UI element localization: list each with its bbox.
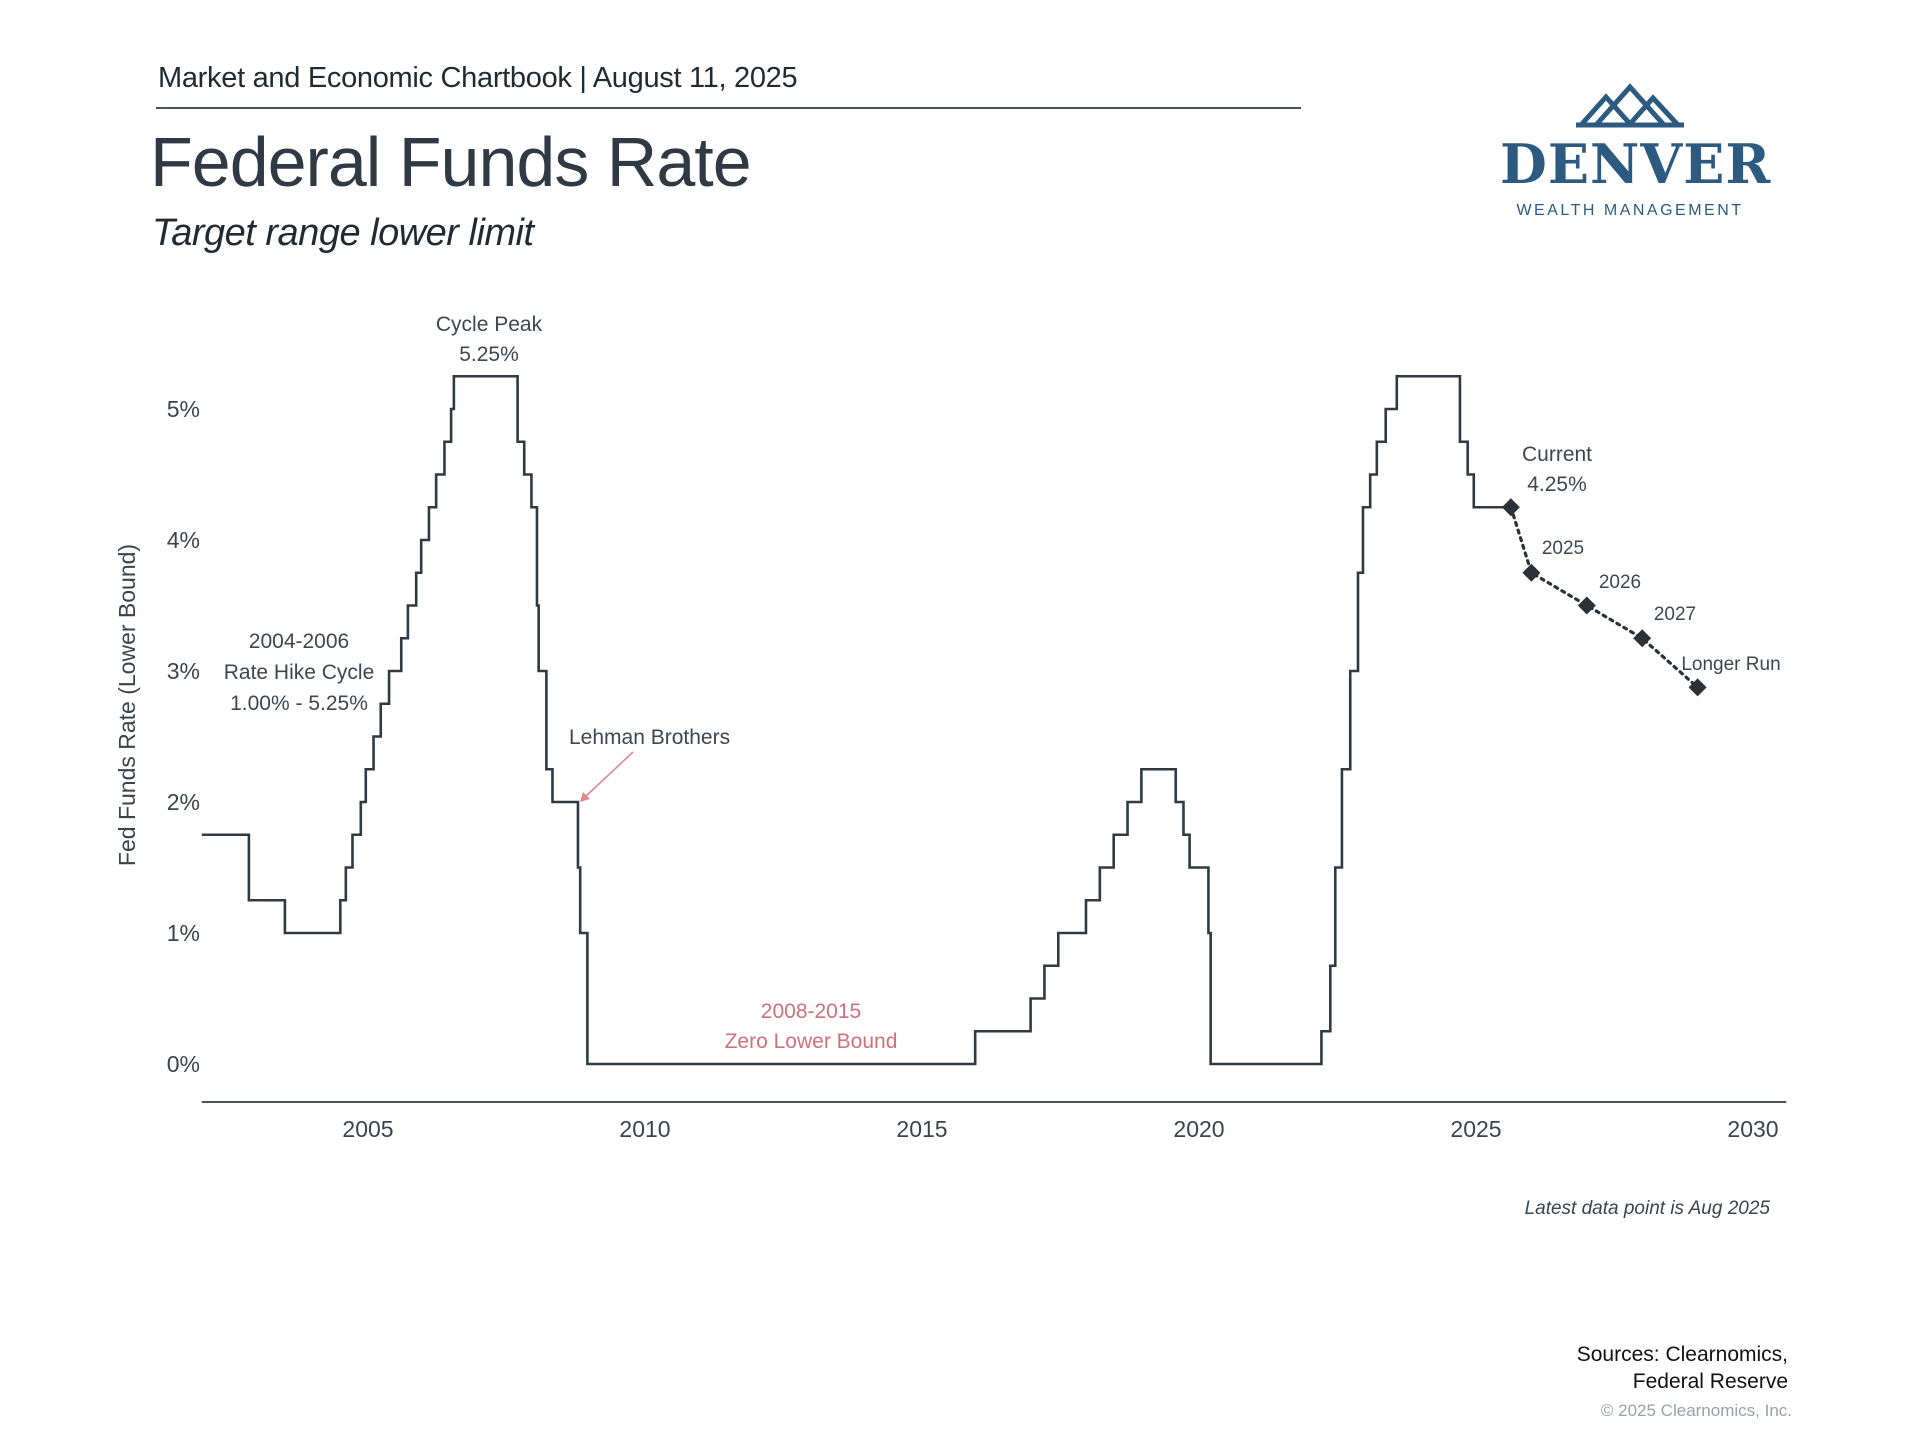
hike-cycle-label: Rate Hike Cycle	[224, 661, 375, 684]
y-tick-label: 2%	[167, 789, 200, 815]
y-axis-title: Fed Funds Rate (Lower Bound)	[114, 544, 140, 866]
y-tick-label: 3%	[167, 658, 200, 684]
projection-diamond-marker	[1688, 678, 1707, 697]
hike-cycle-years: 2004-2006	[249, 630, 349, 653]
lehman-arrowhead	[579, 792, 590, 802]
lehman-label: Lehman Brothers	[569, 726, 730, 749]
sources-text: Sources: Clearnomics, Federal Reserve	[1480, 1341, 1788, 1395]
hike-cycle-range: 1.00% - 5.25%	[230, 692, 368, 715]
sources-line-2: Federal Reserve	[1632, 1370, 1788, 1393]
copyright: © 2025 Clearnomics, Inc.	[1600, 1401, 1792, 1420]
cycle-peak-label: Cycle Peak	[436, 313, 543, 336]
x-tick-label: 2030	[1727, 1116, 1778, 1142]
sources-line-1: Sources: Clearnomics,	[1576, 1343, 1788, 1366]
lehman-arrow	[583, 751, 634, 799]
y-tick-label: 0%	[167, 1051, 200, 1077]
y-tick-label: 4%	[167, 527, 200, 553]
projection-diamond-marker	[1577, 596, 1596, 615]
denver-logo: DENVER WEALTH MANAGEMENT	[1500, 80, 1772, 230]
projection-label-2025: 2025	[1542, 538, 1584, 559]
projection-diamond-marker	[1633, 629, 1652, 648]
projection-label-2027: 2027	[1654, 604, 1696, 625]
projection-dotted-line	[1509, 505, 1700, 689]
y-axis-ticks: 0% 1% 2% 3% 4% 5%	[167, 396, 200, 1077]
x-tick-label: 2020	[1173, 1116, 1224, 1142]
zlb-years: 2008-2015	[761, 1000, 861, 1023]
y-tick-label: 5%	[167, 396, 200, 422]
y-tick-label: 1%	[167, 920, 200, 946]
projection-label-2026: 2026	[1599, 572, 1641, 593]
x-tick-label: 2010	[619, 1116, 670, 1142]
mountains-icon	[1576, 83, 1684, 128]
current-label: Current	[1522, 443, 1592, 466]
header-divider	[156, 107, 1301, 109]
x-axis-ticks: 2005 2010 2015 2020 2025 2030	[342, 1116, 1778, 1142]
x-tick-label: 2005	[342, 1116, 393, 1142]
x-tick-label: 2025	[1450, 1116, 1501, 1142]
projection-label-longer-run: Longer Run	[1681, 654, 1780, 675]
projection-diamond-marker	[1501, 498, 1520, 517]
latest-data-note: Latest data point is Aug 2025	[1524, 1198, 1770, 1219]
projection-markers	[1501, 498, 1707, 697]
current-value: 4.25%	[1527, 473, 1587, 496]
fed-funds-history-line	[201, 374, 1511, 1066]
logo-tagline: WEALTH MANAGEMENT	[1516, 202, 1744, 219]
x-tick-label: 2015	[896, 1116, 947, 1142]
cycle-peak-value: 5.25%	[459, 343, 519, 366]
zlb-label: Zero Lower Bound	[725, 1030, 898, 1053]
projection-diamond-marker	[1522, 563, 1541, 582]
page-subtitle: Target range lower limit	[152, 212, 534, 254]
logo-wordmark: DENVER	[1500, 132, 1772, 196]
chartbook-header: Market and Economic Chartbook | August 1…	[158, 62, 798, 94]
page-title: Federal Funds Rate	[150, 123, 752, 201]
